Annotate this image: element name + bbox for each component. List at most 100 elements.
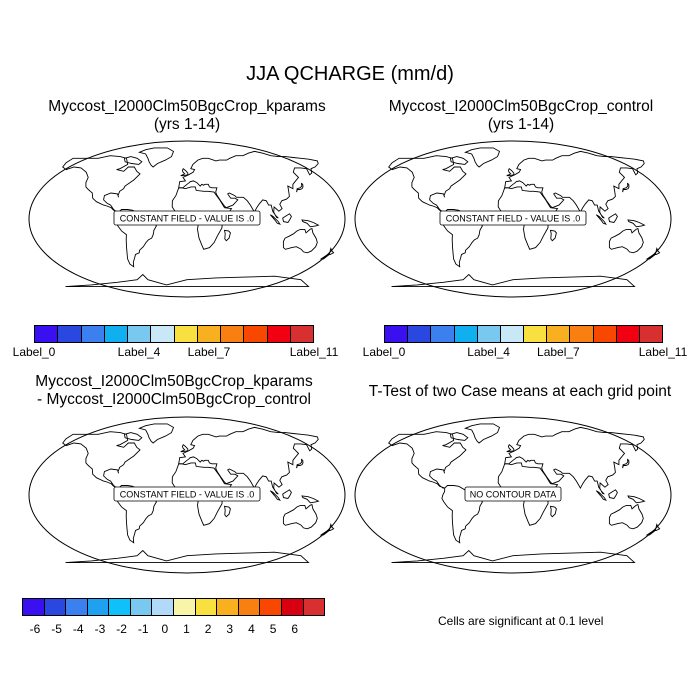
coastline-path bbox=[62, 155, 141, 213]
coastline-path bbox=[269, 214, 281, 226]
colorbar-cell bbox=[453, 325, 478, 343]
panel-title-line2: - Myccost_I2000Clm50BgcCrop_control bbox=[37, 391, 311, 408]
map-top-right: CONSTANT FIELD - VALUE IS .0 bbox=[353, 139, 673, 299]
colorbar-tick-label: -2 bbox=[116, 622, 127, 636]
colorbar-cell bbox=[237, 598, 261, 616]
panel-title-top-right: Myccost_I2000Clm50BgcCrop_control (yrs 1… bbox=[351, 98, 691, 134]
coastline-path bbox=[180, 443, 189, 453]
field-label-frame bbox=[439, 210, 587, 226]
colorbar-cell bbox=[259, 598, 282, 616]
coastline-path bbox=[269, 490, 281, 502]
map-border bbox=[354, 416, 672, 574]
coastline-path bbox=[608, 213, 618, 224]
colorbar-tick-label: Label_11 bbox=[289, 345, 339, 359]
colorbar-cell bbox=[173, 598, 196, 616]
field-label-box: CONSTANT FIELD - VALUE IS .0 bbox=[113, 210, 261, 226]
colorbar-tick-label: 3 bbox=[226, 622, 234, 636]
colorbar-cell bbox=[266, 325, 291, 343]
coastline-path bbox=[627, 495, 646, 504]
coastline-path bbox=[595, 490, 607, 502]
colorbar-cell bbox=[86, 598, 110, 616]
field-label-box: CONSTANT FIELD - VALUE IS .0 bbox=[439, 210, 587, 226]
colorbar-tick-label: Label_7 bbox=[537, 345, 580, 359]
coastline-path bbox=[549, 229, 557, 242]
coastline-path bbox=[622, 182, 630, 193]
map-border bbox=[28, 140, 346, 298]
colorbar-tick-label: 5 bbox=[269, 622, 277, 636]
colorbar-cell bbox=[216, 598, 239, 616]
panel-title-top-left: Myccost_I2000Clm50BgcCrop_kparams (yrs 1… bbox=[17, 98, 357, 134]
colorbar-cell bbox=[523, 325, 548, 343]
colorbar-cell bbox=[592, 325, 617, 343]
colorbar-tick-label: 1 bbox=[183, 622, 190, 636]
field-label-box: NO CONTOUR DATA bbox=[464, 486, 562, 502]
panel-title-line1: Myccost_I2000Clm50BgcCrop_kparams bbox=[35, 373, 313, 390]
panel-title-line2: (yrs 1-14) bbox=[153, 116, 221, 133]
colorbar-cell bbox=[546, 325, 571, 343]
coastline-path bbox=[608, 503, 644, 530]
colorbar-cell bbox=[127, 325, 152, 343]
colorbar-cell bbox=[302, 598, 326, 616]
map-top-left: CONSTANT FIELD - VALUE IS .0 bbox=[27, 139, 347, 299]
world-map-svg: NO CONTOUR DATA bbox=[354, 416, 672, 574]
coastline-path bbox=[138, 147, 175, 168]
coastline-path bbox=[301, 219, 320, 228]
coastline-path bbox=[178, 150, 319, 219]
coastline-path bbox=[504, 150, 645, 219]
colorbar-cell bbox=[151, 598, 175, 616]
coastline-path bbox=[504, 426, 645, 495]
colorbar-cell bbox=[569, 325, 594, 343]
field-label-text: CONSTANT FIELD - VALUE IS .0 bbox=[446, 214, 581, 224]
coastline-path bbox=[608, 489, 618, 500]
coastline-path bbox=[296, 182, 304, 193]
colorbar-tick-label: -6 bbox=[29, 622, 41, 636]
colorbar-cell bbox=[289, 325, 314, 343]
coastline-path bbox=[138, 423, 175, 444]
field-label-text: CONSTANT FIELD - VALUE IS .0 bbox=[120, 490, 255, 500]
coastline-path bbox=[388, 155, 467, 213]
coastline-path bbox=[549, 505, 557, 518]
map-bottom-right: NO CONTOUR DATA bbox=[353, 415, 673, 575]
colorbar-top-left bbox=[34, 325, 314, 343]
colorbar-cell bbox=[194, 598, 218, 616]
colorbar-cell bbox=[103, 325, 128, 343]
coastline-path bbox=[391, 273, 636, 288]
world-map-svg: CONSTANT FIELD - VALUE IS .0 bbox=[28, 140, 346, 298]
field-label-text: NO CONTOUR DATA bbox=[470, 490, 557, 500]
colorbar-tick-label: -4 bbox=[72, 622, 84, 636]
colorbar-cell bbox=[80, 325, 105, 343]
coastline-path bbox=[296, 458, 304, 469]
world-map-svg: CONSTANT FIELD - VALUE IS .0 bbox=[28, 416, 346, 574]
colorbar-cell bbox=[430, 325, 455, 343]
field-label-box: CONSTANT FIELD - VALUE IS .0 bbox=[113, 486, 261, 502]
colorbar-cell bbox=[499, 325, 525, 343]
colorbar-tick-label: 2 bbox=[204, 622, 212, 636]
panel-title-line2: (yrs 1-14) bbox=[487, 116, 555, 133]
colorbar-tick-label: 4 bbox=[248, 622, 255, 636]
panel-title-line1: Myccost_I2000Clm50BgcCrop_kparams bbox=[48, 98, 326, 115]
colorbar-cell bbox=[196, 325, 221, 343]
colorbar-tick-label: Label_0 bbox=[12, 345, 56, 359]
colorbar-tick-label: Label_4 bbox=[117, 345, 161, 359]
colorbar-tick-label: Label_0 bbox=[362, 345, 406, 359]
coastline-path bbox=[65, 549, 310, 564]
coastline-path bbox=[301, 495, 320, 504]
colorbar-cell bbox=[34, 325, 59, 343]
coastline-path bbox=[223, 229, 231, 242]
coastline-path bbox=[180, 167, 189, 177]
colorbar-cell bbox=[638, 325, 664, 343]
field-label-frame bbox=[113, 486, 261, 502]
coastline-path bbox=[449, 432, 469, 441]
coastline-path bbox=[223, 505, 231, 518]
colorbar-cell bbox=[476, 325, 501, 343]
colorbar-cell bbox=[129, 598, 153, 616]
coastline-path bbox=[282, 213, 292, 224]
colorbar-top-right bbox=[384, 325, 664, 343]
colorbar-cell bbox=[108, 598, 131, 616]
colorbar-cell bbox=[615, 325, 640, 343]
coastline-path bbox=[282, 489, 292, 500]
colorbar-tick-label: Label_7 bbox=[187, 345, 231, 359]
map-border bbox=[28, 416, 346, 574]
colorbar-cell bbox=[22, 598, 45, 616]
colorbar-cell bbox=[173, 325, 198, 343]
